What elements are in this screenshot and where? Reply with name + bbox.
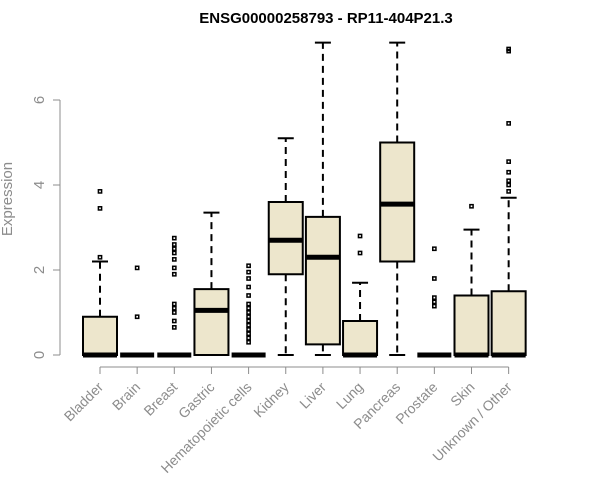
- box-group: [157, 235, 192, 358]
- outlier-point: [432, 303, 437, 309]
- outlier-point: [246, 318, 251, 324]
- outlier-point: [246, 339, 251, 345]
- box-iqr: [193, 288, 230, 356]
- x-tick-label: Brain: [109, 379, 143, 413]
- outlier-point: [97, 254, 103, 260]
- outlier-point: [97, 206, 103, 211]
- outlier-point: [432, 276, 437, 281]
- outlier-point: [246, 305, 251, 311]
- outlier-point: [357, 233, 363, 239]
- x-tick-label: Liver: [296, 379, 329, 412]
- plot-area: [82, 41, 527, 358]
- outlier-point: [246, 301, 251, 307]
- outlier-point: [246, 284, 251, 290]
- y-axis-label: Expression: [0, 162, 16, 236]
- outlier-point: [506, 189, 511, 194]
- y-tick-label: 0: [31, 351, 48, 359]
- outlier-point: [171, 271, 177, 277]
- outlier-point: [246, 276, 251, 281]
- outlier-point: [246, 335, 251, 341]
- y-tick-label: 2: [31, 266, 48, 274]
- y-tick-label: 4: [31, 181, 48, 189]
- outlier-point: [246, 314, 251, 320]
- outlier-point: [432, 295, 437, 300]
- box-group: [417, 246, 452, 358]
- outlier-point: [97, 189, 103, 194]
- box-group: [193, 211, 230, 356]
- outlier-point: [134, 314, 140, 320]
- outlier-point: [506, 121, 511, 126]
- outlier-point: [246, 327, 251, 332]
- box-group: [267, 137, 304, 356]
- box-group: [231, 263, 266, 358]
- outlier-point: [171, 325, 177, 330]
- outlier-point: [246, 293, 251, 298]
- outlier-point: [171, 305, 177, 311]
- chart-title: ENSG00000258793 - RP11-404P21.3: [199, 10, 453, 27]
- x-tick-label: Prostate: [392, 379, 440, 427]
- y-tick-label: 6: [31, 96, 48, 104]
- outlier-point: [171, 301, 177, 307]
- x-tick-label: Breast: [140, 379, 180, 419]
- outlier-point: [246, 269, 251, 275]
- outlier-point: [432, 246, 437, 252]
- outlier-point: [171, 246, 177, 252]
- box-iqr: [453, 294, 490, 356]
- box-group: [379, 41, 416, 356]
- box-group: [453, 203, 490, 358]
- box-iqr: [342, 320, 379, 356]
- outlier-point: [357, 250, 363, 256]
- outlier-point: [246, 263, 251, 269]
- box-iqr: [304, 215, 341, 346]
- box-group: [490, 46, 527, 358]
- box-iqr: [490, 290, 527, 356]
- outlier-point: [432, 299, 437, 305]
- outlier-point: [506, 46, 511, 52]
- x-tick-label: Lung: [333, 379, 366, 412]
- x-tick-label: Skin: [447, 379, 478, 410]
- outlier-point: [506, 178, 511, 184]
- outlier-point: [171, 265, 177, 271]
- box-group: [304, 41, 341, 356]
- box-group: [120, 265, 155, 358]
- outlier-point: [506, 159, 511, 164]
- outlier-point: [246, 322, 251, 328]
- outlier-point: [171, 235, 177, 241]
- box-group: [82, 189, 118, 358]
- outlier-point: [171, 318, 177, 324]
- outlier-point: [171, 242, 177, 247]
- outlier-point: [246, 331, 251, 337]
- outlier-point: [171, 257, 177, 262]
- box-group: [342, 233, 379, 358]
- box-iqr: [82, 315, 118, 356]
- outlier-point: [171, 250, 177, 256]
- outlier-point: [246, 310, 251, 315]
- x-tick-label: Bladder: [61, 379, 107, 425]
- outlier-point: [506, 182, 511, 188]
- outlier-point: [469, 203, 474, 209]
- outlier-point: [171, 310, 177, 315]
- outlier-point: [134, 265, 140, 271]
- outlier-point: [506, 169, 511, 175]
- y-axis: 0 2 4 6: [31, 96, 61, 359]
- x-tick-label: Kidney: [250, 379, 292, 421]
